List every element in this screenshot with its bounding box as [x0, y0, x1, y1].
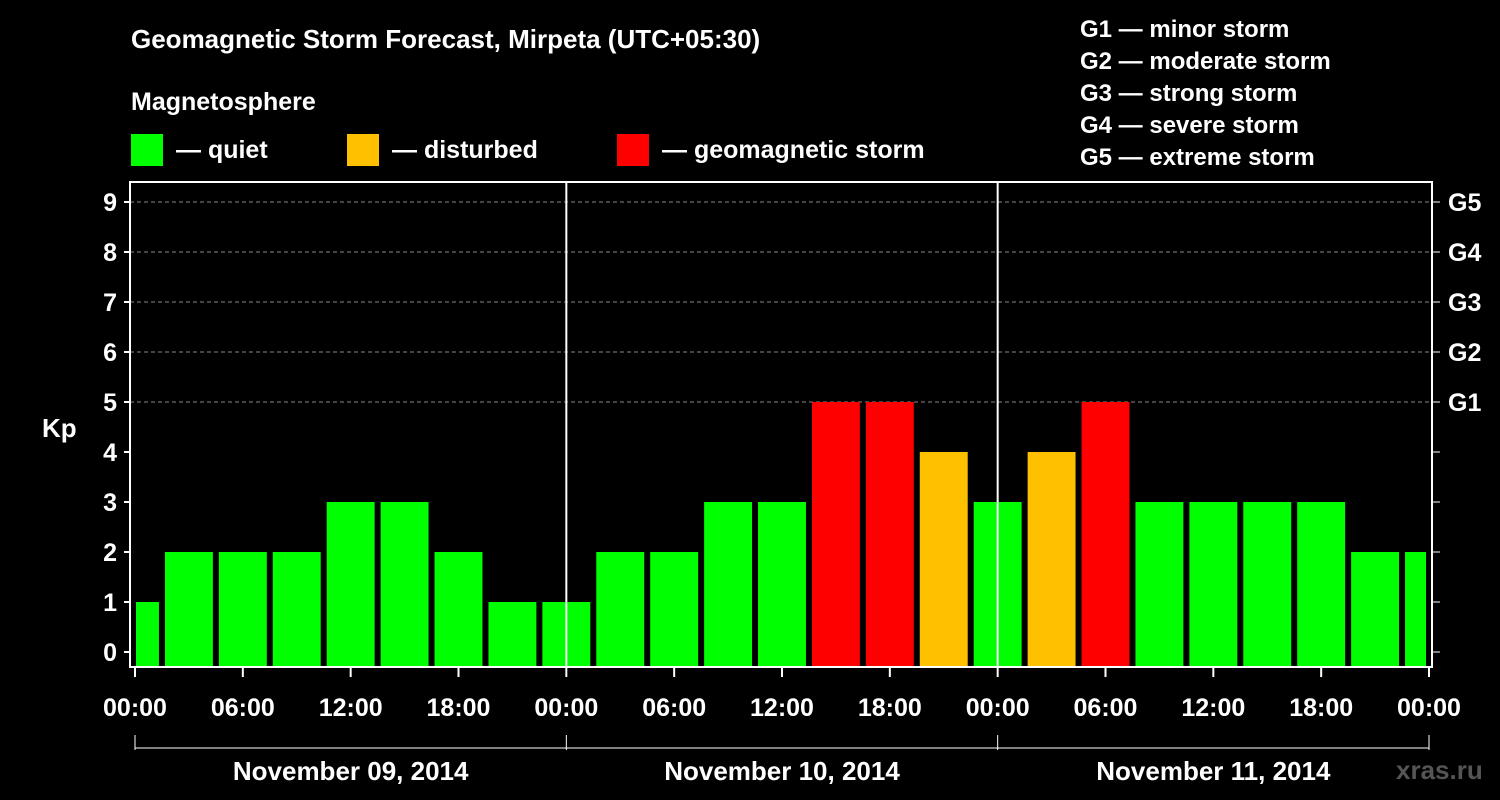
g-level-label-g1: G1 — [1448, 389, 1481, 417]
bar-15 — [919, 452, 968, 667]
day-label-2: November 11, 2014 — [1096, 756, 1331, 786]
grid-lines — [130, 201, 1432, 403]
axes: 0 1 2 3 4 5 6 7 8 9 G1 G2 G3 G4 G5 00:00 06:00 12:00 18:00… — [103, 181, 1481, 786]
day-label-1: November 10, 2014 — [664, 756, 900, 786]
bar-0 — [136, 602, 159, 667]
y-axis-label: Kp — [42, 413, 77, 443]
x-tick-label-4: 00:00 — [534, 694, 598, 722]
legend: — quiet — disturbed — geomagnetic storm — [131, 134, 925, 166]
bar-20 — [1189, 502, 1238, 667]
x-tick-label-5: 06:00 — [642, 694, 706, 722]
storm-scale-g4: G4 — severe storm — [1080, 112, 1299, 139]
bar-5 — [380, 502, 429, 667]
storm-scale-key: G1 — minor storm G2 — moderate storm G3 … — [1080, 16, 1331, 171]
storm-scale-g2: G2 — moderate storm — [1080, 48, 1331, 75]
x-tick-label-10: 12:00 — [1181, 694, 1245, 722]
bar-9 — [596, 552, 645, 667]
chart-title: Geomagnetic Storm Forecast, Mirpeta (UTC… — [131, 24, 760, 54]
y-tick-label-0: 0 — [103, 639, 117, 667]
x-tick-label-3: 18:00 — [427, 694, 491, 722]
watermark: xras.ru — [1396, 755, 1483, 785]
bar-7 — [488, 602, 537, 667]
bar-18 — [1081, 402, 1130, 667]
x-tick-label-1: 06:00 — [211, 694, 275, 722]
y-tick-label-6: 6 — [103, 339, 117, 367]
storm-scale-g3: G3 — strong storm — [1080, 80, 1297, 107]
legend-label-disturbed: — disturbed — [392, 136, 538, 164]
bar-11 — [704, 502, 753, 667]
storm-scale-g5: G5 — extreme storm — [1080, 144, 1315, 171]
y-tick-label-7: 7 — [103, 289, 117, 317]
bar-1 — [164, 552, 213, 667]
bar-19 — [1135, 502, 1184, 667]
day-label-0: November 09, 2014 — [233, 756, 469, 786]
bar-13 — [811, 402, 860, 667]
x-tick-label-9: 06:00 — [1074, 694, 1138, 722]
x-tick-label-7: 18:00 — [858, 694, 922, 722]
bar-14 — [865, 402, 914, 667]
legend-label-quiet: — quiet — [176, 136, 268, 164]
bar-2 — [218, 552, 267, 667]
bars — [136, 402, 1426, 667]
legend-swatch-quiet — [131, 134, 163, 166]
y-tick-label-5: 5 — [103, 389, 117, 417]
x-tick-label-12: 00:00 — [1397, 694, 1461, 722]
legend-swatch-storm — [617, 134, 649, 166]
bar-22 — [1297, 502, 1346, 667]
bar-10 — [650, 552, 699, 667]
bar-6 — [434, 552, 483, 667]
bar-23 — [1351, 552, 1400, 667]
x-tick-label-2: 12:00 — [319, 694, 383, 722]
g-level-label-g4: G4 — [1448, 239, 1481, 267]
y-tick-label-3: 3 — [103, 489, 117, 517]
legend-label-storm: — geomagnetic storm — [662, 136, 925, 164]
bar-3 — [272, 552, 321, 667]
bar-21 — [1243, 502, 1292, 667]
g-level-label-g2: G2 — [1448, 339, 1481, 367]
bar-24 — [1405, 552, 1426, 667]
x-tick-label-11: 18:00 — [1289, 694, 1353, 722]
x-tick-label-6: 12:00 — [750, 694, 814, 722]
g-level-label-g3: G3 — [1448, 289, 1481, 317]
y-tick-label-2: 2 — [103, 539, 117, 567]
x-tick-label-8: 00:00 — [966, 694, 1030, 722]
legend-heading: Magnetosphere — [131, 88, 316, 116]
g-level-label-g5: G5 — [1448, 189, 1481, 217]
bar-4 — [326, 502, 375, 667]
storm-scale-g1: G1 — minor storm — [1080, 16, 1289, 43]
bar-17 — [1027, 452, 1076, 667]
y-tick-label-9: 9 — [103, 189, 117, 217]
bar-12 — [758, 502, 806, 667]
legend-swatch-disturbed — [347, 134, 379, 166]
y-tick-label-4: 4 — [103, 439, 117, 467]
y-tick-label-8: 8 — [103, 239, 117, 267]
y-tick-label-1: 1 — [103, 589, 117, 617]
x-tick-label-0: 00:00 — [103, 694, 167, 722]
